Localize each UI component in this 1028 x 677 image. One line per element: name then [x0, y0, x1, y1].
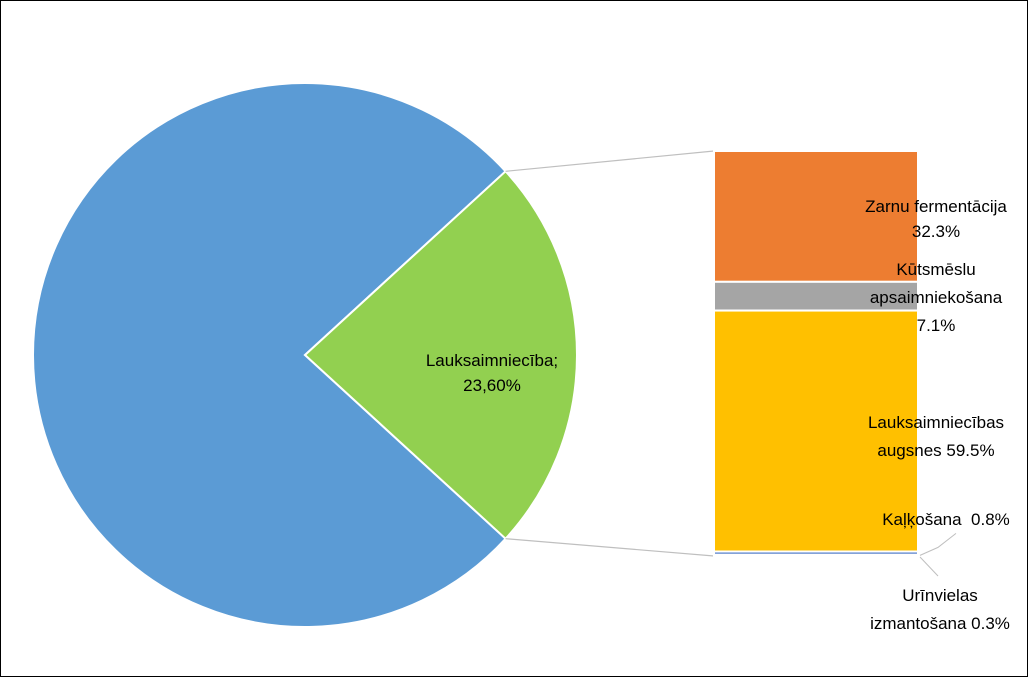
pie: [31, 82, 578, 628]
pie-slice-label-lauksaimnieciba: Lauksaimniecība;: [426, 351, 558, 370]
bar-label-urinvielas-line1: Urīnvielas: [902, 586, 978, 605]
pie-slice-lauksaimnieciba: [303, 169, 578, 541]
stacked-bar: [713, 150, 919, 558]
bar-segment-zarnu-fermentacija: [713, 150, 919, 283]
bar-label-zarnu-fermentacija: Zarnu fermentācija: [865, 197, 1007, 216]
connector-top: [505, 150, 715, 172]
bar-label-kutsmeslu-line2: apsaimniekošana: [870, 288, 1003, 307]
leader-line-urinvielas: [919, 556, 939, 577]
connector-lines: [505, 150, 715, 557]
bar-value-zarnu-fermentacija: 32.3%: [912, 222, 960, 241]
bar-segment-urinvielas: [713, 553, 919, 558]
leader-lines: [919, 532, 957, 577]
bar-label-kutsmeslu-line1: Kūtsmēslu: [896, 260, 975, 279]
connector-bottom: [505, 538, 715, 557]
leader-line-kalkosana: [919, 532, 957, 556]
bar-segment-augsnes: [713, 309, 919, 553]
bar-label-urinvielas-line2: izmantošana 0.3%: [870, 614, 1010, 633]
bar-label-augsnes-line2: augsnes 59.5%: [877, 441, 994, 460]
pie-slice-value-lauksaimnieciba: 23,60%: [463, 376, 521, 395]
bar-value-kutsmeslu: 7.1%: [917, 316, 956, 335]
bar-label-kalkosana: Kaļķošana 0.8%: [882, 510, 1010, 529]
pie-slice-other: [31, 82, 508, 628]
bar-label-augsnes-line1: Lauksaimniecības: [868, 413, 1004, 432]
